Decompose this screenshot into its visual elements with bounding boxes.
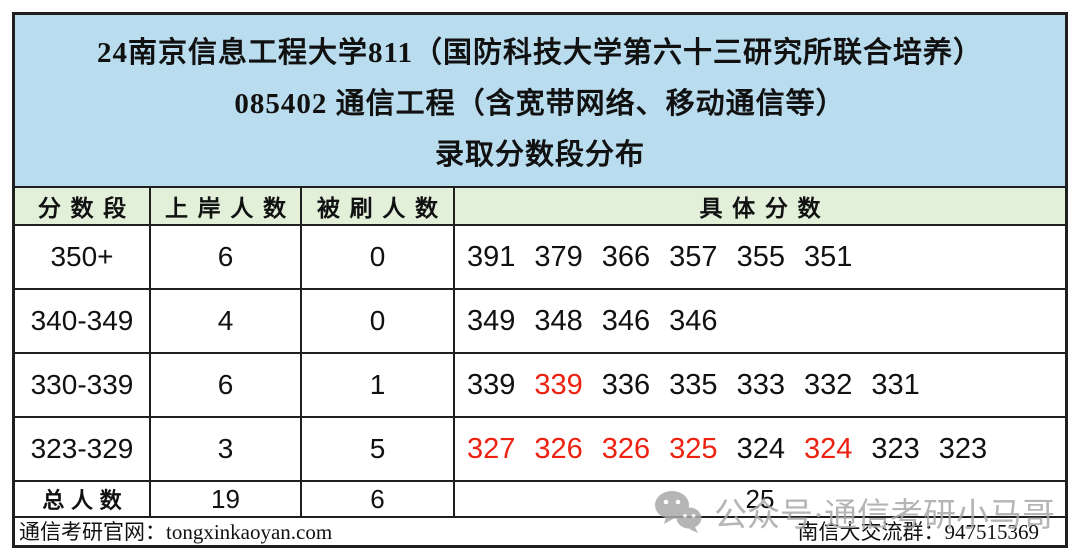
- score-range-cell: 330-339: [15, 354, 151, 416]
- column-header-admitted: 上岸人数: [151, 188, 302, 224]
- admitted-count-cell: 3: [151, 418, 302, 480]
- score-value: 366: [601, 240, 651, 273]
- total-label: 总人数: [15, 482, 151, 516]
- score-value: 323: [938, 432, 988, 465]
- table-title: 24南京信息工程大学811（国防科技大学第六十三研究所联合培养） 085402 …: [15, 15, 1065, 188]
- admitted-count-cell: 6: [151, 226, 302, 288]
- scores-cell: 339 339 336 335 333 332 331: [455, 354, 1065, 416]
- table-row: 340-349 4 0 349 348 346 346: [15, 290, 1065, 354]
- score-value: 335: [669, 368, 718, 401]
- score-value: 325: [669, 432, 718, 465]
- column-header-rejected: 被刷人数: [302, 188, 455, 224]
- rejected-count-cell: 5: [302, 418, 455, 480]
- table-row: 323-329 3 5 327 326 326 325 324 324 323 323: [15, 418, 1065, 482]
- scores-cell: 349 348 346 346: [455, 290, 1065, 352]
- rejected-count-cell: 0: [302, 290, 455, 352]
- column-header-scores: 具体分数: [699, 196, 831, 221]
- table-footer: 通信考研官网：tongxinkaoyan.com 南信大交流群：94751536…: [15, 518, 1065, 544]
- score-value: 327: [467, 432, 516, 465]
- table-body: 350+ 6 0 391 379 366 357 355 351 340-349 4 0 349 348 3…: [15, 226, 1065, 482]
- table-header-row: 分数段 上岸人数 被刷人数 具体分数: [15, 188, 1065, 226]
- total-row: 总人数 19 6 25: [15, 482, 1065, 518]
- total-admitted-cell: 19: [151, 482, 302, 516]
- title-line-3: 录取分数段分布: [434, 138, 645, 171]
- total-rejected-cell: 6: [302, 482, 455, 516]
- score-value: 348: [534, 304, 583, 337]
- grand-total-cell: 25: [745, 483, 775, 514]
- score-value: 339: [534, 368, 583, 401]
- scores-cell: 327 326 326 325 324 324 323 323: [455, 418, 1065, 480]
- score-range-cell: 350+: [15, 226, 151, 288]
- score-value: 323: [871, 432, 920, 465]
- qq-group-text: 南信大交流群：947515369: [797, 520, 1040, 544]
- score-value: 379: [534, 240, 583, 273]
- score-value: 349: [467, 304, 516, 337]
- title-line-1: 24南京信息工程大学811（国防科技大学第六十三研究所联合培养）: [97, 36, 983, 69]
- admitted-count-cell: 6: [151, 354, 302, 416]
- score-range-cell: 323-329: [15, 418, 151, 480]
- score-value: 346: [601, 304, 651, 337]
- score-value: 326: [534, 432, 583, 465]
- score-value: 331: [871, 368, 920, 401]
- scores-cell: 391 379 366 357 355 351: [455, 226, 1065, 288]
- score-value: 336: [601, 368, 651, 401]
- official-site-text: 通信考研官网：tongxinkaoyan.com: [19, 520, 333, 544]
- rejected-count-cell: 1: [302, 354, 455, 416]
- score-table: 24南京信息工程大学811（国防科技大学第六十三研究所联合培养） 085402 …: [12, 12, 1068, 548]
- score-value: 324: [736, 432, 785, 465]
- score-value: 346: [669, 304, 718, 337]
- score-range-cell: 340-349: [15, 290, 151, 352]
- table-row: 330-339 6 1 339 339 336 335 333 332 331: [15, 354, 1065, 418]
- score-value: 355: [736, 240, 785, 273]
- rejected-count-cell: 0: [302, 226, 455, 288]
- admitted-count-cell: 4: [151, 290, 302, 352]
- column-header-score-range: 分数段: [15, 188, 151, 224]
- score-value: 339: [467, 368, 516, 401]
- score-value: 351: [803, 240, 853, 273]
- score-value: 324: [803, 432, 853, 465]
- score-value: 357: [669, 240, 718, 273]
- title-line-2: 085402 通信工程（含宽带网络、移动通信等）: [234, 87, 846, 120]
- score-value: 332: [803, 368, 853, 401]
- score-value: 333: [736, 368, 785, 401]
- score-value: 326: [601, 432, 651, 465]
- score-value: 391: [467, 240, 516, 273]
- table-row: 350+ 6 0 391 379 366 357 355 351: [15, 226, 1065, 290]
